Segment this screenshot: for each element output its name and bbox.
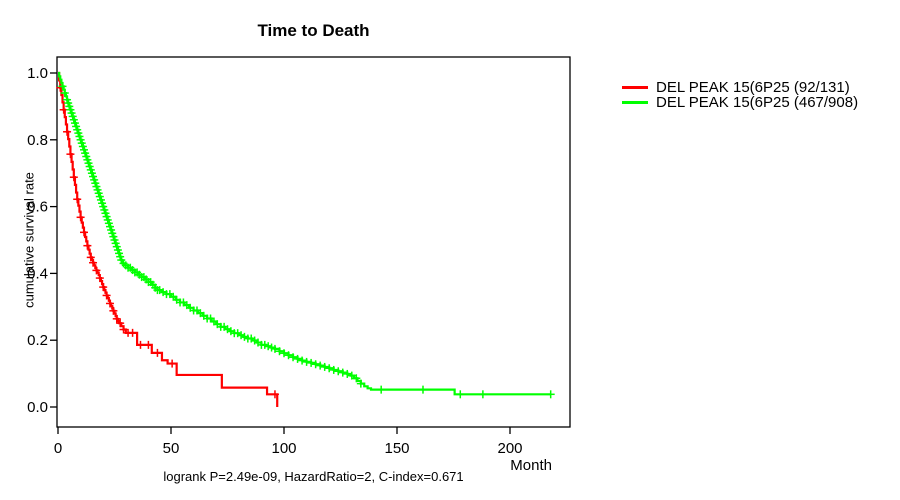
stats-footnote: logrank P=2.49e-09, HazardRatio=2, C-ind… (163, 469, 464, 484)
green-line-sample (622, 101, 648, 104)
y-tick-label: 0.6 (27, 199, 48, 216)
y-tick-label: 1.0 (27, 65, 48, 82)
x-tick-label: 200 (497, 440, 522, 457)
x-tick-label: 150 (384, 440, 409, 457)
plot-frame (56, 56, 571, 428)
green-curve-group (58, 71, 555, 399)
survival-curve (58, 71, 551, 396)
red-line-sample (622, 86, 648, 89)
x-axis: 0 50 100 150 200 (54, 427, 523, 457)
legend-label-red: DEL PEAK 15(6P25 (92/131) (656, 79, 850, 96)
legend-label-green: DEL PEAK 15(6P25 (467/908) (656, 94, 859, 111)
x-axis-title: Month (510, 457, 552, 474)
x-tick-label: 50 (163, 440, 180, 457)
y-tick-label: 0.0 (27, 399, 48, 416)
x-tick-label: 0 (54, 440, 62, 457)
legend-row-green: DEL PEAK 15(6P25 (467/908) (622, 94, 859, 111)
legend-row-red: DEL PEAK 15(6P25 (92/131) (622, 79, 858, 96)
y-tick-label: 0.4 (27, 265, 48, 282)
y-tick-label: 0.8 (27, 132, 48, 149)
red-curve-group (56, 71, 279, 407)
legend: DEL PEAK 15(6P25 (92/131) DEL PEAK 15(6P… (622, 79, 859, 111)
survival-curve (58, 71, 279, 407)
x-tick-label: 100 (271, 440, 296, 457)
chart-title: Time to Death (257, 21, 370, 40)
y-tick-label: 0.2 (27, 332, 48, 349)
y-axis: 1.0 0.8 0.6 0.4 0.2 0.0 (27, 65, 57, 416)
